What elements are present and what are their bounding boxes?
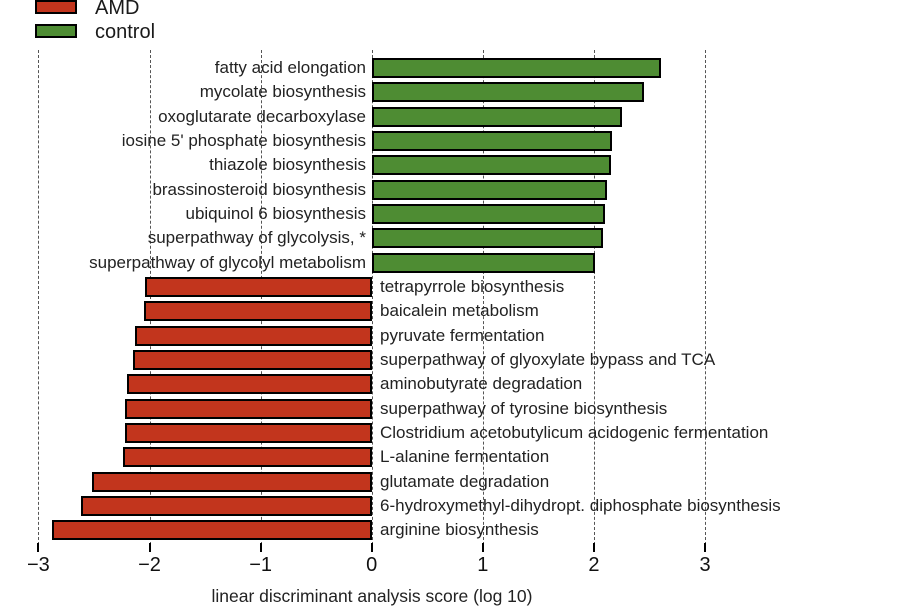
bar-control (371, 155, 611, 176)
bar-label: baicalein metabolism (380, 301, 539, 321)
bar-amd (91, 471, 372, 492)
legend-swatch-amd (35, 0, 77, 14)
tick-label: 3 (699, 554, 711, 576)
bar-label: oxoglutarate decarboxylase (158, 106, 366, 126)
tick-label: 2 (588, 554, 600, 576)
tick-mark (259, 543, 262, 552)
legend-label-control: control (95, 21, 156, 43)
bar-amd (125, 398, 372, 419)
gridline (705, 50, 706, 545)
bar-label: ubiquinol 6 biosynthesis (185, 203, 366, 223)
bar-amd (51, 520, 372, 541)
tick-label: −1 (249, 554, 272, 576)
bar-amd (122, 447, 372, 468)
bar-label: arginine biosynthesis (380, 520, 539, 540)
bar-label: 6-hydroxymethyl-dihydropt. diphosphate b… (380, 495, 781, 515)
legend-swatch-control (35, 24, 77, 38)
tick-label: 1 (477, 554, 489, 576)
gridline (482, 50, 484, 545)
bar-label: superpathway of glyoxylate bypass and TC… (380, 349, 716, 369)
bar-amd (132, 349, 372, 370)
bar-amd (125, 422, 372, 443)
bar-amd (143, 301, 372, 322)
gridline (260, 50, 262, 545)
bar-label: superpathway of glycolysis, * (147, 228, 366, 248)
tick-mark (704, 543, 706, 552)
gridline (149, 50, 151, 545)
bar-amd (127, 374, 372, 395)
gridline (371, 50, 373, 545)
bar-label: glutamate degradation (380, 471, 550, 491)
tick-label: −3 (26, 554, 50, 576)
bar-label: thiazole biosynthesis (209, 155, 366, 175)
bar-label: L-alanine fermentation (380, 447, 550, 467)
bar-label: fatty acid elongation (214, 58, 366, 77)
bar-amd (80, 495, 372, 516)
bar-label: tetrapyrrole biosynthesis (380, 276, 565, 296)
bar-control (371, 179, 608, 200)
legend-label-amd: AMD (95, 0, 140, 19)
bar-label: mycolate biosynthesis (199, 82, 366, 102)
tick-mark (148, 543, 151, 552)
bar-control (371, 82, 644, 103)
bar-control (371, 130, 612, 151)
tick-label: 0 (366, 554, 378, 576)
bar-control (371, 58, 661, 78)
bar-label: Clostridium acetobutylicum acidogenic fe… (380, 422, 769, 442)
tick-mark (370, 543, 373, 552)
tick-mark (592, 543, 595, 552)
bar-control (371, 106, 622, 127)
bar-control (371, 252, 595, 273)
bar-label: iosine 5' phosphate biosynthesis (121, 130, 366, 150)
bar-amd (145, 276, 372, 297)
gridline (593, 50, 595, 545)
tick-mark (481, 543, 484, 552)
bar-label: aminobutyrate degradation (380, 374, 583, 394)
bar-label: brassinosteroid biosynthesis (152, 179, 366, 199)
bar-control (371, 228, 603, 249)
gridline (38, 50, 40, 545)
bar-amd (135, 325, 372, 346)
tick-mark (37, 543, 40, 552)
bar-label: superpathway of glycolyl metabolism (89, 252, 366, 272)
tick-label: −2 (138, 554, 161, 576)
x-axis-title: linear discriminant analysis score (log … (211, 586, 533, 606)
bar-label: superpathway of tyrosine biosynthesis (380, 398, 668, 418)
bar-label: pyruvate fermentation (380, 325, 545, 345)
bar-control (371, 203, 605, 224)
